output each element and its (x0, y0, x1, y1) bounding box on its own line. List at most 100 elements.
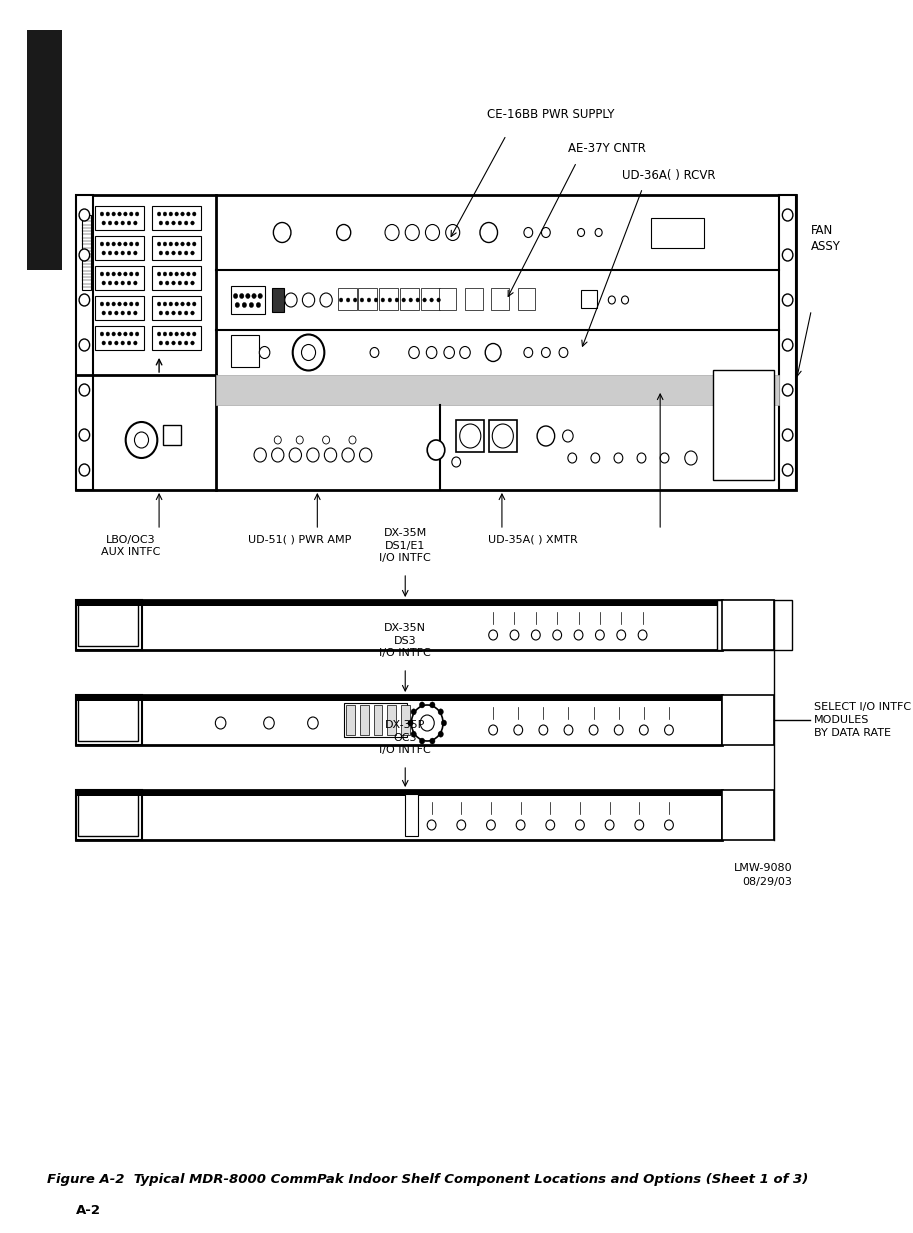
Circle shape (782, 293, 792, 306)
Bar (713, 370, 774, 480)
Circle shape (271, 448, 284, 462)
Bar (27, 30, 62, 270)
Bar (79, 699, 138, 741)
Circle shape (135, 242, 139, 247)
Circle shape (552, 630, 561, 640)
Circle shape (184, 342, 188, 345)
Circle shape (193, 302, 196, 306)
Circle shape (639, 725, 648, 735)
Text: DX-35P
OC3
I/O INTFC: DX-35P OC3 I/O INTFC (380, 720, 431, 755)
Bar (76, 600, 721, 650)
Text: LBO/OC3
AUX INTFC: LBO/OC3 AUX INTFC (101, 535, 161, 557)
Circle shape (257, 302, 260, 307)
Circle shape (178, 252, 182, 255)
Circle shape (460, 346, 470, 359)
Circle shape (112, 212, 115, 216)
Bar (76, 195, 796, 490)
Bar (152, 266, 201, 290)
Circle shape (79, 249, 89, 261)
Circle shape (193, 272, 196, 276)
Circle shape (541, 348, 551, 358)
Circle shape (169, 332, 173, 337)
Circle shape (135, 212, 139, 216)
Circle shape (193, 212, 196, 216)
Circle shape (622, 296, 628, 305)
Bar (271, 289, 284, 312)
Circle shape (541, 228, 551, 238)
Bar (343, 703, 407, 737)
Circle shape (79, 339, 89, 351)
Circle shape (159, 311, 163, 314)
Circle shape (121, 281, 124, 285)
Circle shape (191, 311, 194, 314)
Circle shape (516, 820, 525, 830)
Circle shape (169, 212, 173, 216)
Circle shape (385, 224, 399, 240)
Text: 08/29/03: 08/29/03 (742, 877, 792, 887)
Circle shape (115, 221, 118, 224)
Text: CE-16BB PWR SUPPLY: CE-16BB PWR SUPPLY (487, 109, 614, 122)
Circle shape (186, 272, 190, 276)
Circle shape (264, 718, 274, 729)
Circle shape (614, 725, 623, 735)
Circle shape (420, 715, 435, 731)
Circle shape (411, 709, 416, 715)
Circle shape (444, 346, 455, 359)
Circle shape (178, 221, 182, 224)
Circle shape (123, 212, 127, 216)
Circle shape (546, 820, 555, 830)
Circle shape (438, 731, 444, 737)
Text: Figure A-2  Typical MDR-8000 CommPak Indoor Shelf Component Locations and Option: Figure A-2 Typical MDR-8000 CommPak Indo… (47, 1174, 809, 1186)
Circle shape (427, 440, 445, 460)
Circle shape (186, 242, 190, 247)
Circle shape (638, 630, 647, 640)
Circle shape (782, 249, 792, 261)
Circle shape (524, 228, 532, 238)
Circle shape (307, 448, 319, 462)
Bar (95, 326, 144, 350)
Circle shape (320, 293, 332, 307)
Circle shape (106, 272, 110, 276)
Circle shape (595, 228, 603, 237)
Bar (421, 289, 440, 309)
Circle shape (191, 281, 194, 285)
Circle shape (130, 242, 133, 247)
Circle shape (562, 430, 573, 441)
Circle shape (524, 348, 532, 358)
Circle shape (274, 436, 281, 444)
Text: UD-36A( ) RCVR: UD-36A( ) RCVR (622, 169, 716, 181)
Circle shape (665, 820, 674, 830)
Circle shape (121, 221, 124, 224)
Circle shape (121, 252, 124, 255)
Circle shape (163, 212, 167, 216)
Bar (152, 236, 201, 260)
Bar (721, 695, 774, 745)
Circle shape (159, 281, 163, 285)
Bar (491, 289, 509, 309)
Circle shape (181, 212, 184, 216)
Circle shape (635, 820, 644, 830)
Bar (76, 695, 721, 702)
Text: UD-35A( ) XMTR: UD-35A( ) XMTR (488, 535, 578, 545)
Circle shape (178, 281, 182, 285)
Circle shape (236, 302, 239, 307)
Circle shape (685, 451, 698, 465)
Circle shape (130, 212, 133, 216)
Bar (76, 695, 721, 745)
Circle shape (175, 272, 178, 276)
Text: A-2: A-2 (76, 1203, 100, 1217)
Circle shape (165, 252, 169, 255)
Circle shape (178, 342, 182, 345)
Circle shape (430, 739, 435, 743)
Circle shape (246, 293, 250, 298)
Circle shape (130, 302, 133, 306)
Circle shape (184, 221, 188, 224)
Circle shape (419, 739, 425, 743)
Circle shape (637, 453, 645, 464)
Circle shape (165, 221, 169, 224)
Circle shape (578, 228, 584, 237)
Text: UD-51( ) PWR AMP: UD-51( ) PWR AMP (248, 535, 352, 545)
Circle shape (135, 272, 139, 276)
Circle shape (100, 272, 104, 276)
Circle shape (163, 302, 167, 306)
